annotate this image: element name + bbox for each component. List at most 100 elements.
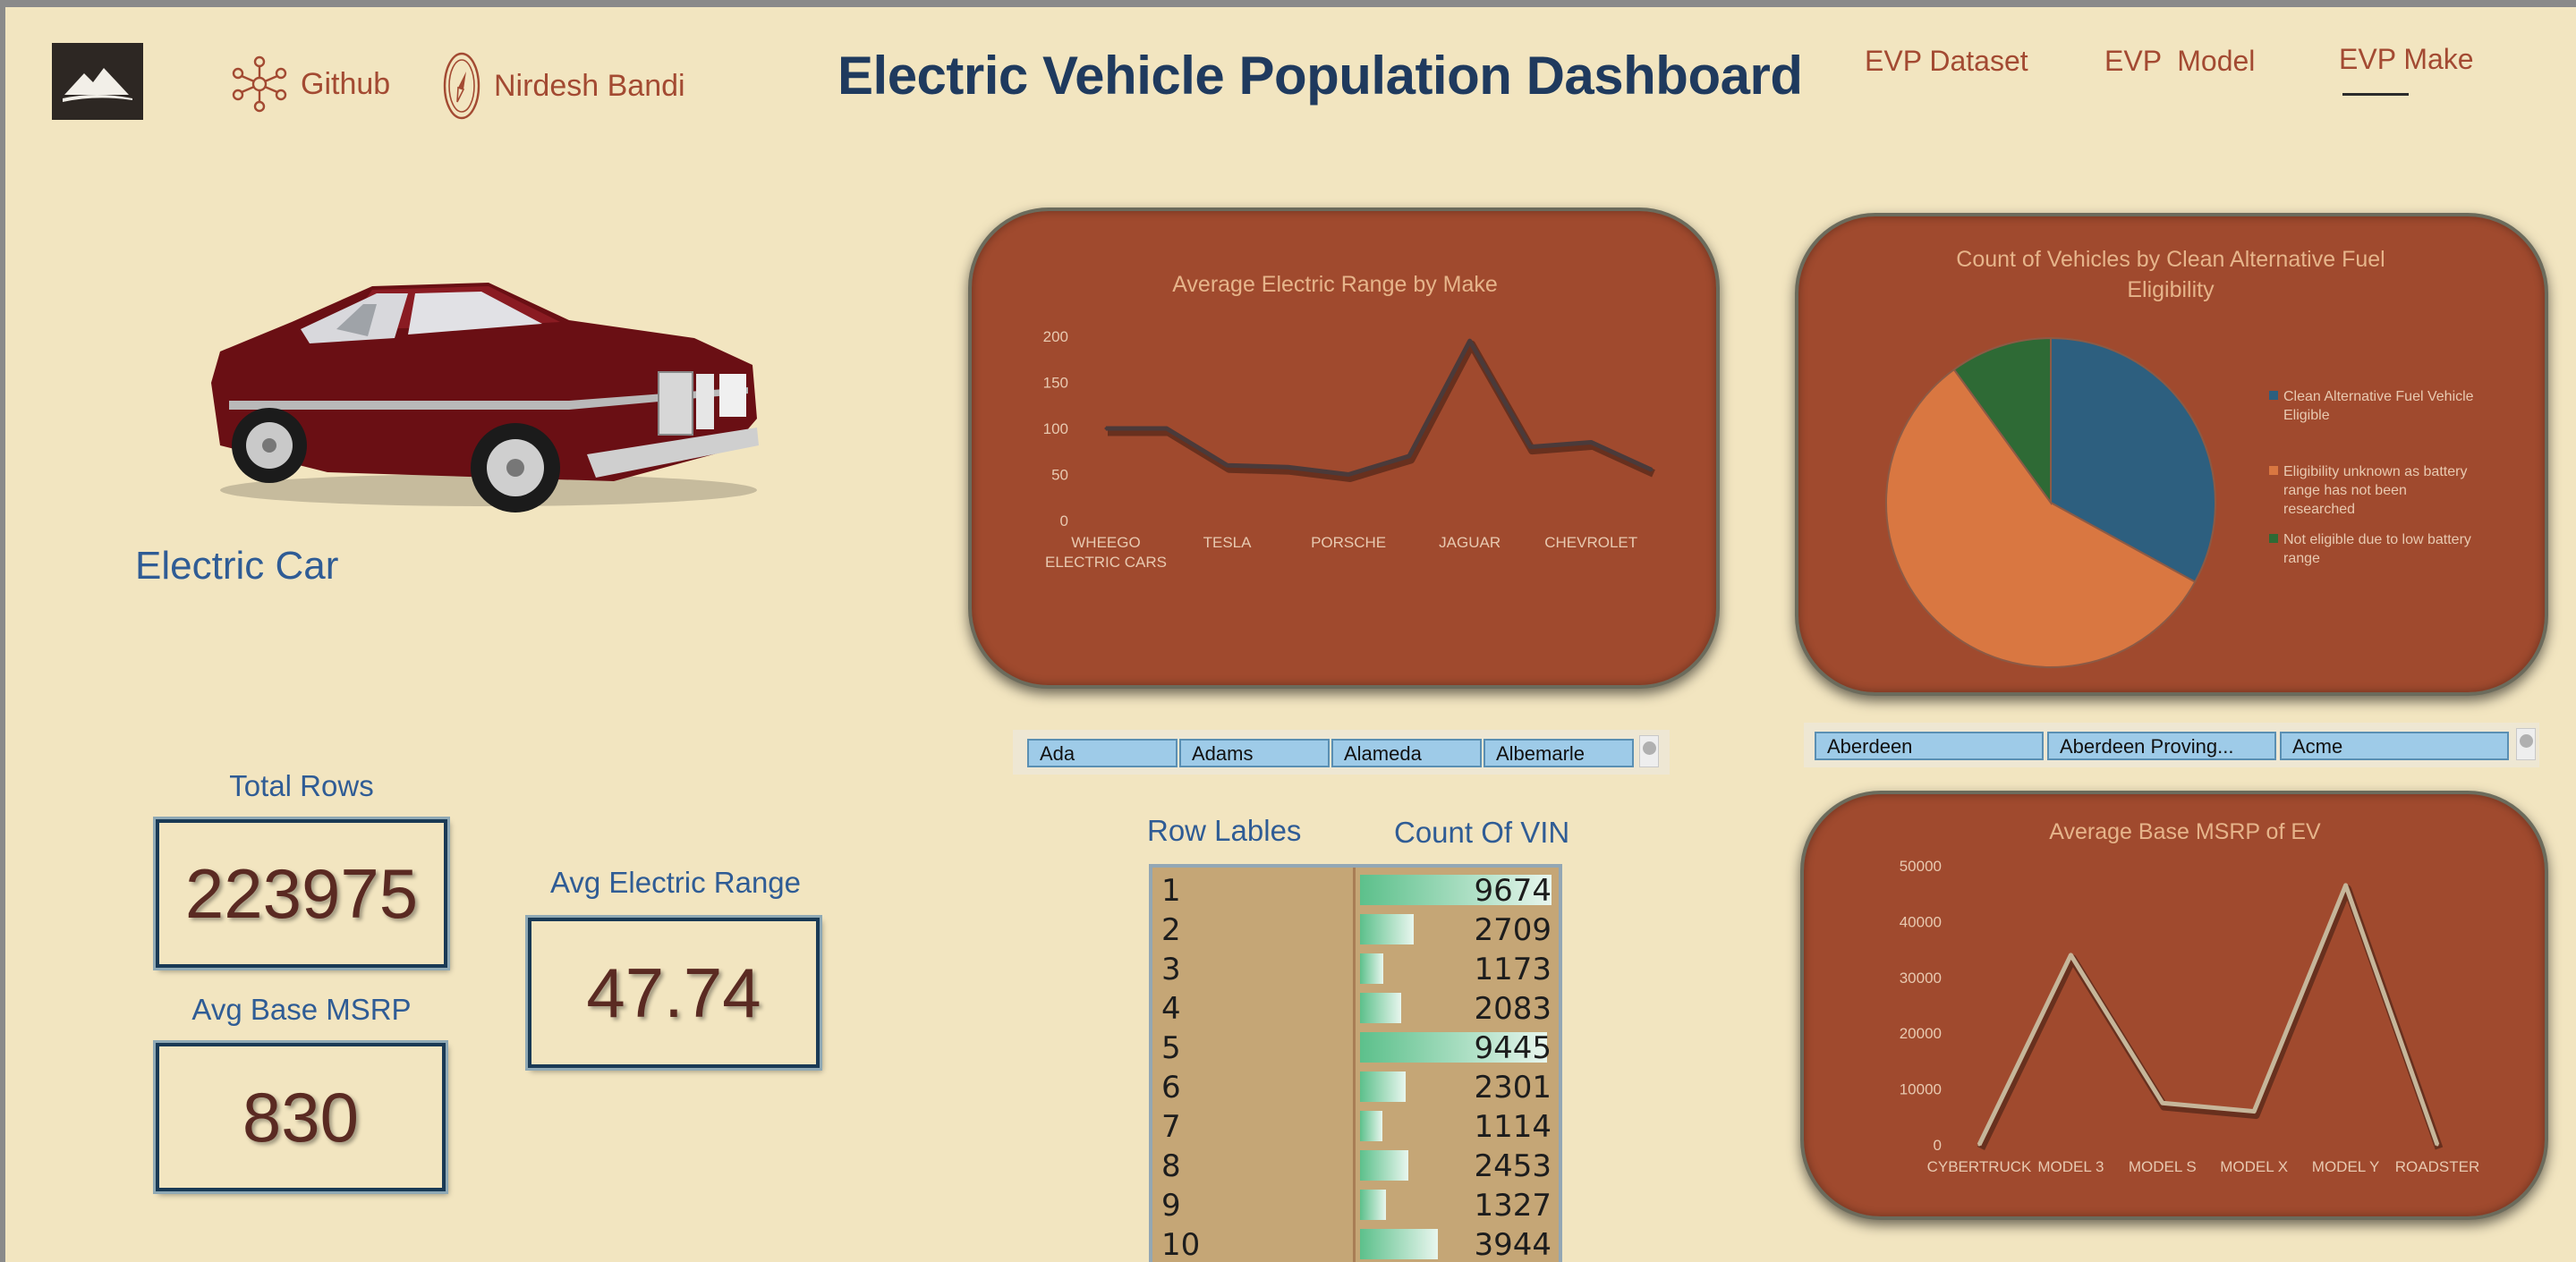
x-tick-label: MODEL 3 [2037,1158,2104,1175]
x-tick-label: JAGUAR [1439,534,1501,551]
row-value: 3944 [1474,1227,1552,1262]
y-tick-label: 20000 [1900,1025,1942,1042]
legend-label: Eligibility unknown as battery range has … [2283,464,2467,517]
table-row[interactable]: 2 2709 [1152,909,1559,948]
y-tick-label: 200 [1043,328,1068,345]
y-tick-label: 0 [1934,1137,1942,1154]
chart-title: Average Base MSRP of EV [2049,819,2321,844]
data-point [2069,953,2072,957]
data-bar [1360,875,1552,905]
row-label: 9 [1161,1188,1181,1224]
y-tick-label: 0 [1060,512,1068,529]
data-point [2344,884,2348,887]
pie-slice [1952,336,2052,506]
x-tick-label: PORSCHE [1311,534,1386,551]
row-label: 10 [1161,1227,1201,1262]
range-by-make-chart: Average Electric Range by Make 0 50 100 150… [968,208,1720,689]
slicer-chip[interactable]: Aberdeen [1815,732,2044,760]
slicer-chip[interactable]: Ada [1027,739,1177,767]
slicer-chip[interactable]: Aberdeen Proving... [2047,732,2276,760]
row-value: 9674 [1474,873,1552,909]
x-tick-label: CHEVROLET [1544,534,1637,551]
y-tick-label: 100 [1043,420,1068,437]
y-tick-label: 50000 [1900,858,1942,875]
table-row[interactable]: 10 3944 [1152,1224,1559,1262]
county-slicer[interactable]: Ada Adams Alameda Albemarle [1013,730,1670,775]
slicer-scroll-handle[interactable] [2516,728,2536,760]
data-bar [1360,1111,1382,1141]
data-point [1226,463,1229,467]
x-tick-label: CYBERTRUCK [1927,1158,2032,1175]
pie-slice [2050,336,2216,584]
legend-swatch [2269,391,2278,400]
table-row[interactable]: 5 9445 [1152,1027,1559,1066]
table-row[interactable]: 1 9674 [1152,869,1559,909]
x-tick-label: WHEEGO ELECTRIC CARS [1045,534,1167,571]
row-label: 4 [1161,991,1181,1027]
data-point [2436,1143,2439,1147]
x-tick-label: MODEL X [2220,1158,2288,1175]
kpi-total-rows-label: Total Rows [229,769,374,802]
nav-evp-dataset[interactable]: EVP Dataset [1865,45,2028,77]
table-row[interactable]: 8 2453 [1152,1145,1559,1184]
github-link[interactable]: Github [231,55,390,113]
pivot-header-row-labels: Row Lables [1147,814,1302,847]
row-label: 5 [1161,1030,1181,1066]
legend-label: Not eligible due to low battery range [2283,532,2471,566]
y-tick-label: 150 [1043,375,1068,392]
row-value: 1327 [1474,1188,1552,1224]
nav-evp-model[interactable]: EVP Model [2104,45,2256,77]
table-row[interactable]: 9 1327 [1152,1184,1559,1224]
table-row[interactable]: 4 2083 [1152,987,1559,1027]
slicer-chip[interactable]: Albemarle [1484,739,1634,767]
x-tick-label: TESLA [1203,534,1253,551]
data-point [2252,1110,2256,1114]
x-tick-label: MODEL S [2129,1158,2197,1175]
data-point [1468,339,1472,343]
data-point [1165,427,1169,430]
legend-label: Clean Alternative Fuel Vehicle Eligible [2283,389,2474,423]
data-point [1528,445,1532,449]
range-line [1106,338,1654,477]
row-value: 2453 [1474,1148,1552,1184]
table-row[interactable]: 7 1114 [1152,1105,1559,1145]
slicer-chip[interactable]: Acme [2280,732,2509,760]
row-value: 2709 [1474,912,1552,948]
city-slicer[interactable]: Aberdeen Aberdeen Proving... Acme [1804,723,2539,767]
y-tick-label: 40000 [1900,913,1942,930]
car-image [211,283,759,512]
data-bar [1360,914,1414,944]
eligibility-pie-chart: Count of Vehicles by Clean Alternative F… [1885,247,2474,668]
row-label: 8 [1161,1148,1181,1184]
data-point [1589,440,1593,444]
slicer-scroll-handle[interactable] [1639,735,1659,767]
data-bar [1360,1229,1439,1259]
pivot-header-count: Count Of VIN [1394,816,1570,849]
nav-evp-make[interactable]: EVP Make [2339,43,2474,75]
data-point [1977,1143,1981,1147]
row-label: 6 [1161,1070,1181,1105]
data-bar [1360,1032,1547,1063]
data-bar [1360,1071,1406,1102]
row-label: 3 [1161,952,1181,987]
row-label: 7 [1161,1109,1181,1145]
kpi-avg-msrp-value: 830 [156,1043,446,1191]
kpi-total-rows-value: 223975 [156,819,447,968]
data-point [1104,427,1108,430]
slicer-chip[interactable]: Adams [1179,739,1330,767]
y-tick-label: 50 [1051,467,1068,484]
table-row[interactable]: 3 1173 [1152,948,1559,987]
kpi-avg-range-label: Avg Electric Range [549,866,802,899]
row-value: 2083 [1474,991,1552,1027]
chart-title-line2: Eligibility [2127,277,2215,302]
active-tab-indicator [2342,93,2409,96]
data-point [2161,1101,2164,1105]
column-divider [1353,868,1356,1262]
kpi-avg-msrp-label: Avg Base MSRP [191,993,412,1026]
row-value: 1114 [1474,1109,1552,1145]
table-row[interactable]: 6 2301 [1152,1066,1559,1105]
author-link[interactable]: Nirdesh Bandi [442,50,685,122]
row-value: 9445 [1474,1030,1552,1066]
x-tick-label: ROADSTER [2395,1158,2479,1175]
slicer-chip[interactable]: Alameda [1331,739,1482,767]
